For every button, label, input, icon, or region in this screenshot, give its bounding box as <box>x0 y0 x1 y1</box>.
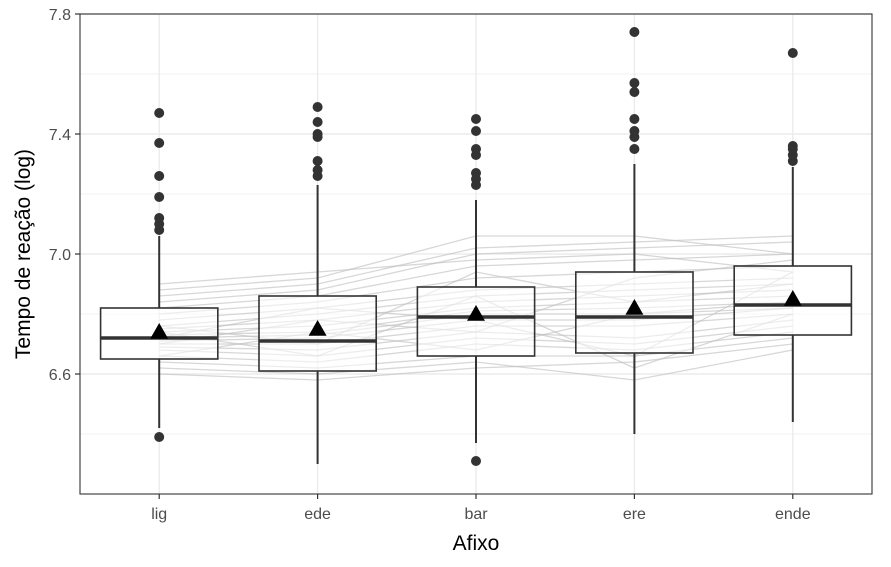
outlier-point <box>471 456 481 466</box>
outlier-point <box>312 165 323 175</box>
x-axis: lig ede bar ere ende <box>151 494 811 523</box>
mean-marker <box>467 305 485 321</box>
outlier-point <box>629 27 640 37</box>
x-tick-label: bar <box>464 506 488 523</box>
outlier-point <box>312 117 323 127</box>
y-tick-label: 7.4 <box>49 127 71 144</box>
box-lig <box>99 108 219 442</box>
y-tick-label: 7.0 <box>49 247 71 264</box>
box-ende <box>733 48 853 422</box>
y-tick-label: 7.8 <box>49 7 71 24</box>
outlier-point <box>787 141 798 151</box>
outlier-point <box>154 138 165 148</box>
outlier-point <box>154 108 165 118</box>
x-tick-label: ere <box>623 506 646 523</box>
box-iqr <box>574 271 694 354</box>
outlier-point <box>154 213 165 223</box>
x-axis-title: Afixo <box>453 532 500 555</box>
outlier-point <box>629 144 640 154</box>
x-tick-label: lig <box>151 506 167 523</box>
box-ede <box>258 102 378 464</box>
outlier-point <box>787 48 798 58</box>
outlier-point <box>629 78 640 88</box>
outlier-point <box>471 126 481 136</box>
mean-marker <box>625 299 644 315</box>
y-axis-title: Tempo de reação (log) <box>12 149 35 359</box>
box-bar <box>416 114 536 466</box>
outlier-point <box>154 171 165 181</box>
outlier-point <box>629 114 640 124</box>
outlier-point <box>312 102 323 112</box>
outlier-point <box>154 192 165 202</box>
mean-marker <box>150 323 169 339</box>
outlier-point <box>629 87 640 97</box>
mean-marker <box>783 290 802 306</box>
y-axis: 6.6 7.0 7.4 7.8 <box>49 7 80 384</box>
outlier-point <box>471 114 481 124</box>
outlier-point <box>312 156 323 166</box>
outlier-point <box>471 144 481 154</box>
outlier-point <box>312 129 323 139</box>
x-tick-label: ende <box>775 506 811 523</box>
boxes <box>99 27 853 466</box>
x-tick-label: ede <box>304 506 331 523</box>
mean-marker <box>308 320 327 336</box>
box-ere <box>574 27 694 434</box>
outlier-point <box>629 126 640 136</box>
outlier-point <box>154 432 165 442</box>
y-tick-label: 6.6 <box>49 367 71 384</box>
box-iqr <box>416 286 536 357</box>
outlier-point <box>471 168 481 178</box>
